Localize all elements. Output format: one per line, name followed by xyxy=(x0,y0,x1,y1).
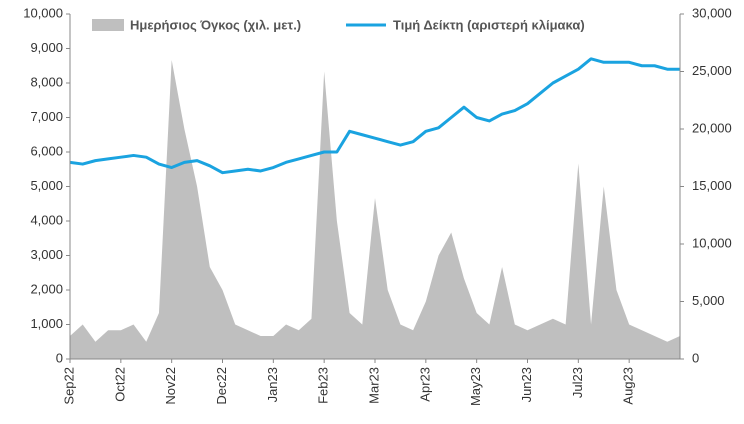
y2-tick-label: 0 xyxy=(692,350,699,365)
x-tick-label: Jul23 xyxy=(570,367,585,398)
x-tick-label: Dec22 xyxy=(214,367,229,405)
y-tick-label: 9,000 xyxy=(30,40,63,55)
y2-tick-label: 10,000 xyxy=(692,235,732,250)
legend-label: Τιμή Δείκτη (αριστερή κλίμακα) xyxy=(393,17,585,32)
volume-area xyxy=(70,60,680,359)
index-line xyxy=(69,57,680,175)
x-tick-label: Oct22 xyxy=(112,367,127,402)
x-tick-label: Aug23 xyxy=(621,367,636,405)
y-tick-label: 3,000 xyxy=(30,247,63,262)
y2-tick-label: 15,000 xyxy=(692,178,732,193)
legend-swatch xyxy=(92,19,124,31)
x-tick-label: Feb23 xyxy=(316,367,331,404)
x-tick-label: Sep22 xyxy=(61,367,76,405)
legend-label: Ημερήσιος Όγκος (χιλ. μετ.) xyxy=(130,17,301,32)
y-tick-label: 7,000 xyxy=(30,109,63,124)
x-tick-label: Jan23 xyxy=(265,367,280,402)
y-tick-label: 0 xyxy=(56,350,63,365)
y2-tick-label: 5,000 xyxy=(692,293,725,308)
y-tick-label: 8,000 xyxy=(30,74,63,89)
x-tick-label: Nov22 xyxy=(163,367,178,405)
y-tick-label: 1,000 xyxy=(30,316,63,331)
x-tick-label: Jun23 xyxy=(519,367,534,402)
y2-tick-label: 25,000 xyxy=(692,63,732,78)
y-tick-label: 10,000 xyxy=(23,5,63,20)
x-tick-label: May23 xyxy=(468,367,483,406)
y-tick-label: 4,000 xyxy=(30,212,63,227)
y2-tick-label: 20,000 xyxy=(692,120,732,135)
y-tick-label: 6,000 xyxy=(30,143,63,158)
y2-tick-label: 30,000 xyxy=(692,5,732,20)
x-tick-label: Mar23 xyxy=(366,367,381,404)
y-tick-label: 2,000 xyxy=(30,281,63,296)
y-tick-label: 5,000 xyxy=(30,178,63,193)
x-tick-label: Apr23 xyxy=(417,367,432,402)
